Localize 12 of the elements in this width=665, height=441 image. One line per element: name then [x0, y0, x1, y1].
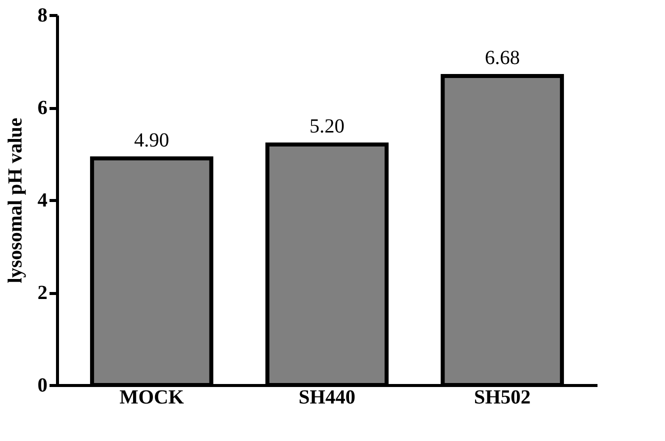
y-axis-title: lysosomal pH value	[4, 118, 26, 284]
x-tick-label: SH440	[298, 386, 356, 408]
data-label: 4.90	[134, 129, 170, 152]
data-label: 5.20	[310, 116, 344, 138]
x-tick-label: MOCK	[119, 386, 184, 408]
data-label: 6.68	[484, 47, 520, 70]
y-tick-label: 8	[38, 4, 48, 26]
y-tick-label: 2	[38, 282, 48, 304]
x-tick-label: SH502	[474, 386, 531, 408]
y-tick-label: 4	[38, 190, 48, 212]
y-tick-label: 6	[38, 97, 48, 119]
y-tick-label: 0	[38, 374, 48, 396]
